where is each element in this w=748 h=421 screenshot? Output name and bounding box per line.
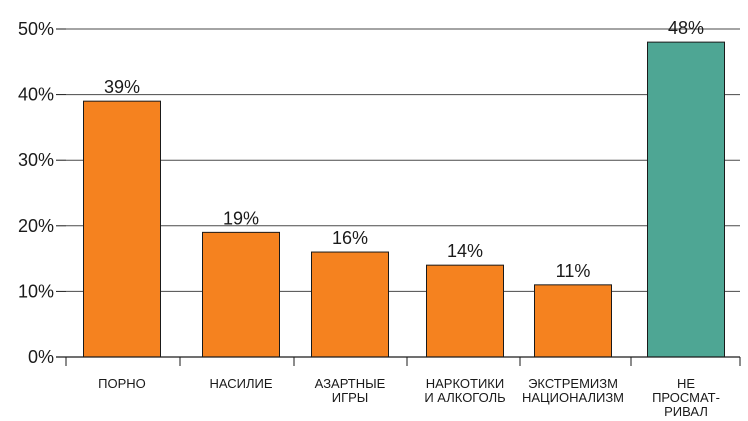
y-tick-label: 10%	[18, 281, 54, 301]
data-label: 48%	[668, 18, 704, 38]
x-tick-label: ПОРНО	[98, 376, 146, 391]
data-label: 16%	[332, 228, 368, 248]
bar-0	[83, 100, 161, 358]
bar-1	[202, 231, 280, 358]
y-tick-label: 0%	[28, 347, 54, 367]
y-tick-label: 20%	[18, 216, 54, 236]
x-tick-label-line: РИВАЛ	[664, 404, 708, 419]
x-tick-label: ЭКСТРЕМИЗМ НАЦИОНАЛИЗМ	[522, 376, 624, 405]
x-tick-label-line: ПОРНО	[98, 376, 146, 391]
y-tick-label: 40%	[18, 85, 54, 105]
data-label: 39%	[104, 77, 140, 97]
x-tick-label: НАРКОТИКИ И АЛКОГОЛЬ	[424, 376, 505, 405]
x-tick-label: АЗАРТНЫЕ ИГРЫ	[315, 376, 386, 405]
x-tick-label-line: ИГРЫ	[332, 390, 369, 405]
x-tick-label-line: ЭКСТРЕМИЗМ	[528, 376, 618, 391]
labels: 0% 10% 20% 30% 40% 50% 39% 19% 16% 14% 11% 48% ПОРНО…	[18, 18, 720, 419]
gridlines	[66, 28, 740, 292]
x-tick-label: НЕ ПРОСМАТ-РИВАЛ	[652, 376, 720, 419]
x-tick-label-line: ПРОСМАТ-	[652, 390, 720, 405]
axes	[56, 28, 741, 366]
x-tick-label-line: НЕ	[677, 376, 695, 391]
bar-2	[311, 251, 389, 358]
y-tick-label: 50%	[18, 19, 54, 39]
bar-4	[534, 284, 612, 358]
x-tick-label-line: И АЛКОГОЛЬ	[424, 390, 505, 405]
bar-3	[426, 264, 504, 358]
x-tick-label-line: НАРКОТИКИ	[426, 376, 504, 391]
data-label: 11%	[556, 261, 591, 281]
y-tick-label: 30%	[18, 150, 54, 170]
x-tick-label-line: НАСИЛИЕ	[209, 376, 272, 391]
x-tick-label: НАСИЛИЕ	[209, 376, 272, 391]
x-tick-label-line: АЗАРТНЫЕ	[315, 376, 386, 391]
data-label: 19%	[223, 208, 259, 228]
bar-5	[647, 41, 725, 358]
bars	[83, 41, 725, 358]
x-tick-label-line: НАЦИОНАЛИЗМ	[522, 390, 624, 405]
data-label: 14%	[447, 241, 483, 261]
